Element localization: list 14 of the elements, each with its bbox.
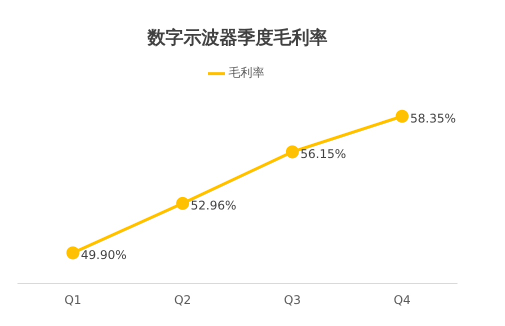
data-label: 52.96% [190,198,236,213]
data-label: 49.90% [80,248,127,262]
point [286,145,299,158]
x-tick-label: Q3 [284,292,301,307]
point [396,110,409,123]
legend-label: 毛利率 [228,66,264,80]
x-tick-label: Q1 [64,292,82,307]
point [66,246,80,260]
chart-title: 数字示波器季度毛利率 [146,27,328,48]
x-tick-label: Q4 [394,292,411,307]
data-label: 58.35% [410,111,456,126]
data-label: 56.15% [300,146,346,161]
x-tick-label: Q2 [174,292,192,307]
point [176,196,190,210]
